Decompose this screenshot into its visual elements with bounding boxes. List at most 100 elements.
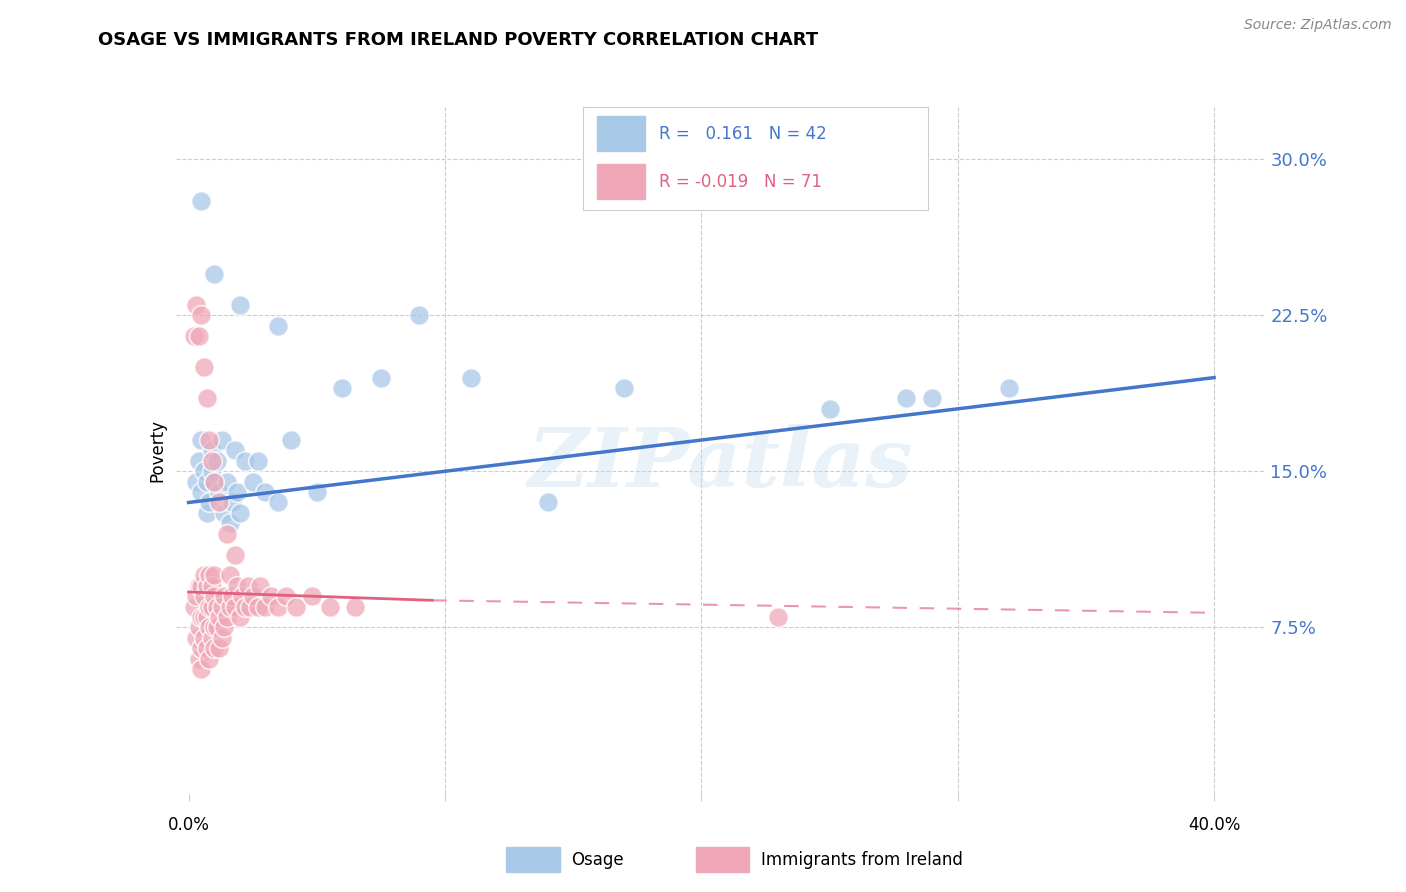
- Point: [231, 589, 253, 603]
- Point: [190, 579, 212, 593]
- Point: [186, 589, 208, 603]
- Point: [998, 381, 1021, 395]
- Point: [201, 443, 224, 458]
- Y-axis label: Poverty: Poverty: [148, 419, 166, 482]
- Point: [211, 599, 233, 614]
- Point: [195, 641, 218, 656]
- Point: [205, 620, 228, 634]
- Point: [202, 475, 225, 489]
- Point: [254, 599, 277, 614]
- Point: [201, 464, 224, 478]
- Point: [202, 641, 225, 656]
- Point: [187, 454, 209, 468]
- Point: [202, 568, 225, 582]
- Point: [242, 589, 264, 603]
- Point: [224, 599, 246, 614]
- Point: [218, 599, 240, 614]
- Point: [246, 454, 269, 468]
- Point: [332, 381, 354, 395]
- Point: [195, 579, 218, 593]
- Point: [190, 662, 212, 676]
- Text: Immigrants from Ireland: Immigrants from Ireland: [761, 851, 963, 869]
- Point: [201, 579, 224, 593]
- Point: [190, 485, 212, 500]
- Point: [246, 599, 269, 614]
- Point: [186, 631, 208, 645]
- Point: [208, 641, 231, 656]
- Point: [195, 610, 218, 624]
- Point: [198, 651, 221, 665]
- Point: [233, 599, 256, 614]
- Point: [896, 392, 918, 406]
- Point: [208, 610, 231, 624]
- Point: [226, 485, 249, 500]
- Point: [208, 495, 231, 509]
- Text: 40.0%: 40.0%: [1188, 816, 1240, 834]
- Point: [229, 506, 252, 520]
- Point: [187, 329, 209, 343]
- Point: [224, 443, 246, 458]
- Point: [201, 599, 224, 614]
- Point: [274, 589, 297, 603]
- Point: [202, 267, 225, 281]
- Point: [215, 526, 238, 541]
- Point: [214, 506, 236, 520]
- Point: [195, 506, 218, 520]
- Point: [218, 568, 240, 582]
- Point: [267, 495, 290, 509]
- Point: [193, 589, 215, 603]
- Text: ZIPatlas: ZIPatlas: [527, 425, 914, 504]
- Text: OSAGE VS IMMIGRANTS FROM IRELAND POVERTY CORRELATION CHART: OSAGE VS IMMIGRANTS FROM IRELAND POVERTY…: [98, 31, 818, 49]
- Point: [198, 599, 221, 614]
- Point: [280, 433, 302, 447]
- Point: [190, 610, 212, 624]
- Point: [198, 433, 221, 447]
- Point: [201, 454, 224, 468]
- Point: [259, 589, 281, 603]
- Text: R =   0.161   N = 42: R = 0.161 N = 42: [659, 125, 827, 143]
- Point: [202, 475, 225, 489]
- Text: 0.0%: 0.0%: [167, 816, 209, 834]
- Point: [193, 610, 215, 624]
- Point: [187, 579, 209, 593]
- Point: [215, 610, 238, 624]
- Point: [267, 318, 290, 333]
- Point: [301, 589, 323, 603]
- Point: [229, 298, 252, 312]
- Point: [613, 381, 636, 395]
- Point: [187, 651, 209, 665]
- FancyBboxPatch shape: [598, 116, 645, 151]
- Text: R = -0.019   N = 71: R = -0.019 N = 71: [659, 173, 823, 191]
- Point: [190, 641, 212, 656]
- Point: [198, 495, 221, 509]
- Point: [214, 620, 236, 634]
- Point: [202, 589, 225, 603]
- Point: [818, 401, 841, 416]
- Point: [205, 599, 228, 614]
- Point: [249, 579, 271, 593]
- Point: [344, 599, 367, 614]
- Point: [187, 620, 209, 634]
- Point: [254, 485, 277, 500]
- Point: [226, 579, 249, 593]
- Point: [233, 454, 256, 468]
- Text: Source: ZipAtlas.com: Source: ZipAtlas.com: [1244, 18, 1392, 32]
- Point: [202, 620, 225, 634]
- Point: [211, 433, 233, 447]
- Point: [318, 599, 340, 614]
- Point: [267, 599, 290, 614]
- Point: [183, 329, 205, 343]
- Point: [242, 475, 264, 489]
- Point: [195, 392, 218, 406]
- Point: [224, 548, 246, 562]
- Point: [195, 475, 218, 489]
- Point: [239, 599, 262, 614]
- Point: [768, 610, 790, 624]
- Point: [370, 370, 392, 384]
- Point: [285, 599, 308, 614]
- Point: [208, 485, 231, 500]
- Point: [211, 631, 233, 645]
- Point: [536, 495, 558, 509]
- Point: [190, 308, 212, 322]
- Point: [305, 485, 328, 500]
